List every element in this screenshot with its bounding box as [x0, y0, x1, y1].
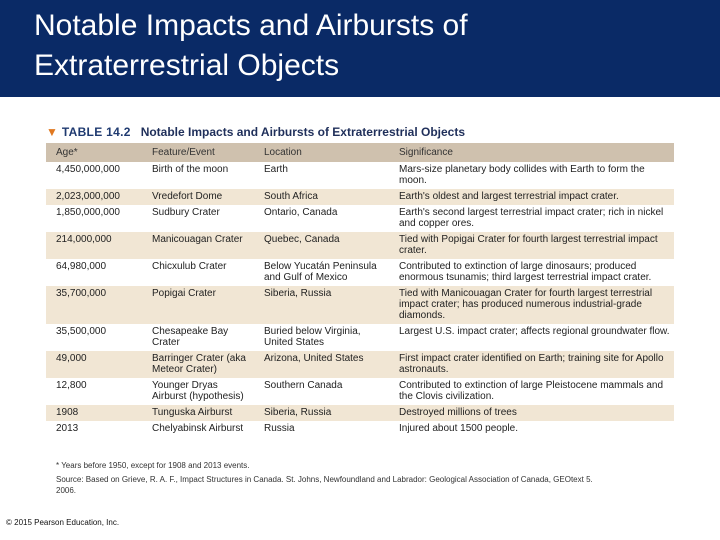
table-row: 1,850,000,000 Sudbury Crater Ontario, Cana…: [46, 205, 674, 232]
table-footnote: * Years before 1950, except for 1908 and…: [56, 461, 250, 470]
table-cell: Tied with Popigai Crater for fourth larg…: [389, 232, 674, 259]
column-header: Significance: [389, 143, 674, 162]
table-cell: 49,000: [46, 351, 142, 378]
table-row: 35,700,000 Popigai Crater Siberia, Russia T…: [46, 286, 674, 324]
table-cell: Chicxulub Crater: [142, 259, 254, 286]
table-cell: Barringer Crater (aka Meteor Crater): [142, 351, 254, 378]
table-heading: ▼ TABLE 14.2 Notable Impacts and Airburs…: [46, 121, 674, 143]
table-cell: 214,000,000: [46, 232, 142, 259]
table-cell: Quebec, Canada: [254, 232, 389, 259]
table-cell: Russia: [254, 421, 389, 437]
table-cell: South Africa: [254, 189, 389, 205]
table-cell: Tunguska Airburst: [142, 405, 254, 421]
table-cell: Vredefort Dome: [142, 189, 254, 205]
table-cell: Birth of the moon: [142, 162, 254, 189]
table-cell: Earth's oldest and largest terrestrial i…: [389, 189, 674, 205]
table-row: 2013 Chelyabinsk Airburst Russia Injured ab…: [46, 421, 674, 437]
table-cell: 2013: [46, 421, 142, 437]
table-row: 4,450,000,000 Birth of the moon Earth Mars-…: [46, 162, 674, 189]
table-cell: 4,450,000,000: [46, 162, 142, 189]
table-cell: Ontario, Canada: [254, 205, 389, 232]
table-row: 214,000,000 Manicouagan Crater Quebec, Can…: [46, 232, 674, 259]
table-cell: Sudbury Crater: [142, 205, 254, 232]
table-cell: Younger Dryas Airburst (hypothesis): [142, 378, 254, 405]
table-cell: Mars-size planetary body collides with E…: [389, 162, 674, 189]
column-header: Feature/Event: [142, 143, 254, 162]
table-cell: First impact crater identified on Earth;…: [389, 351, 674, 378]
table-cell: 1,850,000,000: [46, 205, 142, 232]
table-cell: 12,800: [46, 378, 142, 405]
table-cell: Contributed to extinction of large dinos…: [389, 259, 674, 286]
table-cell: Chesapeake Bay Crater: [142, 324, 254, 351]
impacts-table: Age* Feature/Event Location Significance…: [46, 143, 674, 437]
table-cell: 35,500,000: [46, 324, 142, 351]
table-source: Source: Based on Grieve, R. A. F., Impac…: [56, 475, 593, 495]
table-caption: Notable Impacts and Airbursts of Extrate…: [140, 125, 466, 139]
column-header: Location: [254, 143, 389, 162]
table-cell: Earth: [254, 162, 389, 189]
table-cell: Largest U.S. impact crater; affects regi…: [389, 324, 674, 351]
table-cell: Chelyabinsk Airburst: [142, 421, 254, 437]
table-row: 64,980,000 Chicxulub Crater Below Yucatán …: [46, 259, 674, 286]
slide-title: Notable Impacts and Airbursts of Extrate…: [34, 9, 468, 82]
column-header: Age*: [46, 143, 142, 162]
table-cell: Manicouagan Crater: [142, 232, 254, 259]
table-cell: Injured about 1500 people.: [389, 421, 674, 437]
table-cell: Contributed to extinction of large Pleis…: [389, 378, 674, 405]
table-row: 12,800 Younger Dryas Airburst (hypothesis…: [46, 378, 674, 405]
table-cell: Below Yucatán Peninsula and Gulf of Mexi…: [254, 259, 389, 286]
table-row: 49,000 Barringer Crater (aka Meteor Crate…: [46, 351, 674, 378]
table-cell: 1908: [46, 405, 142, 421]
slide-header: Notable Impacts and Airbursts of Extrate…: [0, 0, 720, 97]
table-header-row: Age* Feature/Event Location Significance: [46, 143, 674, 162]
copyright-notice: © 2015 Pearson Education, Inc.: [6, 518, 120, 527]
table-container: ▼ TABLE 14.2 Notable Impacts and Airburs…: [46, 121, 674, 437]
triangle-down-icon: ▼: [46, 125, 58, 139]
table-cell: 35,700,000: [46, 286, 142, 324]
table-cell: Southern Canada: [254, 378, 389, 405]
table-row: 35,500,000 Chesapeake Bay Crater Buried be…: [46, 324, 674, 351]
table-body: 4,450,000,000 Birth of the moon Earth Mars-…: [46, 162, 674, 437]
table-cell: Arizona, United States: [254, 351, 389, 378]
table-cell: Earth's second largest terrestrial impac…: [389, 205, 674, 232]
table-row: 2,023,000,000 Vredefort Dome South Africa E…: [46, 189, 674, 205]
table-number: TABLE 14.2: [61, 125, 131, 139]
table-row: 1908 Tunguska Airburst Siberia, Russia Dest…: [46, 405, 674, 421]
table-cell: Tied with Manicouagan Crater for fourth …: [389, 286, 674, 324]
table-cell: Buried below Virginia, United States: [254, 324, 389, 351]
table-cell: 2,023,000,000: [46, 189, 142, 205]
table-cell: Siberia, Russia: [254, 286, 389, 324]
table-cell: Siberia, Russia: [254, 405, 389, 421]
table-cell: Destroyed millions of trees: [389, 405, 674, 421]
table-cell: Popigai Crater: [142, 286, 254, 324]
table-cell: 64,980,000: [46, 259, 142, 286]
